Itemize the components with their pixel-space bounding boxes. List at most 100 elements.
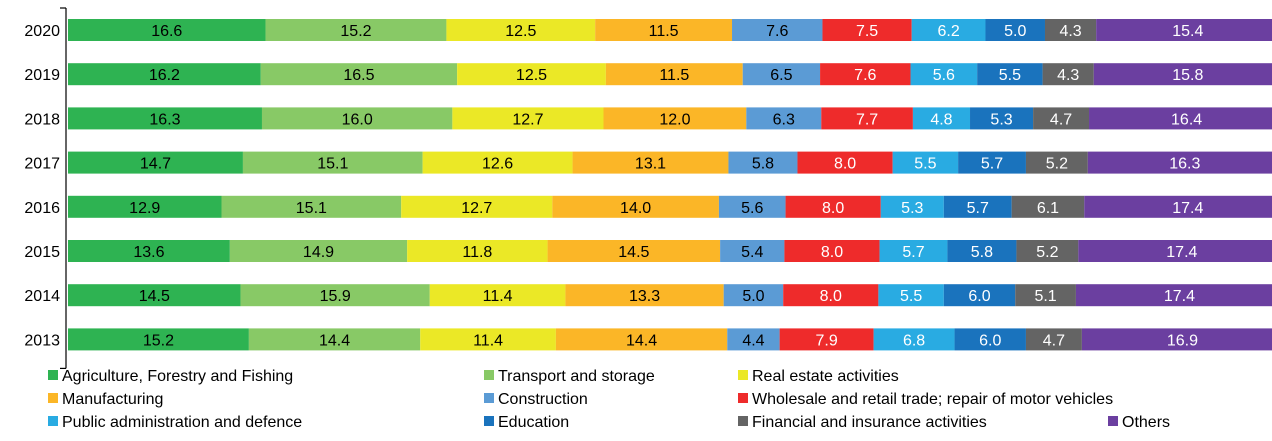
data-label: 5.5 [914, 156, 936, 173]
bar-segment [985, 19, 1045, 41]
data-label: 6.3 [773, 111, 795, 128]
bar-segment [68, 107, 262, 130]
bar-segment [420, 328, 556, 351]
legend-label: Manufacturing [62, 391, 163, 408]
bar-segment [422, 151, 573, 174]
category-label: 2018 [24, 111, 60, 128]
data-label: 6.0 [968, 288, 990, 305]
bar-segment [779, 328, 874, 351]
data-label: 11.8 [462, 244, 492, 261]
bar-segment [240, 284, 430, 307]
data-label: 15.2 [340, 23, 371, 40]
bar-segment [68, 240, 230, 262]
data-label: 11.5 [649, 23, 679, 40]
data-label: 13.1 [635, 156, 666, 173]
data-label: 12.5 [516, 67, 547, 84]
data-label: 11.4 [483, 288, 513, 305]
bar-segment [1016, 240, 1079, 262]
legend-item: Manufacturing [48, 391, 163, 408]
data-label: 16.9 [1167, 332, 1198, 349]
data-label: 5.0 [742, 288, 764, 305]
legend-label: Financial and insurance activities [752, 414, 987, 431]
bar-row: 12.9 15.1 12.7 14.0 5.6 8.0 5.3 5.7 6.1 17.4 [68, 195, 1272, 218]
bar-segment [595, 19, 733, 41]
data-label: 6.1 [1037, 200, 1059, 217]
data-label: 6.0 [979, 332, 1001, 349]
data-label: 5.1 [1034, 288, 1056, 305]
bar-segment [873, 328, 955, 351]
bar-segment [727, 328, 780, 351]
bar-segment [1093, 63, 1272, 86]
bar-segment [1015, 284, 1076, 307]
data-label: 12.7 [512, 111, 543, 128]
bar-segment [1042, 63, 1094, 86]
bar-segment [1044, 19, 1097, 41]
data-label: 5.4 [741, 244, 763, 261]
bar-segment [910, 63, 978, 86]
data-label: 8.0 [821, 244, 843, 261]
legend-label: Wholesale and retail trade; repair of mo… [752, 391, 1113, 408]
bar-segment [1078, 240, 1272, 262]
category-label: 2017 [24, 156, 60, 173]
data-label: 4.4 [742, 332, 764, 349]
legend-item: Others [1108, 414, 1170, 431]
data-label: 16.0 [342, 111, 373, 128]
bar-segment [429, 284, 566, 307]
data-label: 16.5 [343, 67, 374, 84]
data-label: 5.2 [1036, 244, 1058, 261]
bar-segment [229, 240, 408, 262]
data-label: 17.4 [1166, 244, 1197, 261]
data-label: 14.0 [620, 200, 651, 217]
category-label: 2014 [24, 288, 60, 305]
legend-item: Financial and insurance activities [738, 414, 987, 431]
legend-swatch [1108, 416, 1118, 426]
data-label: 12.0 [659, 111, 690, 128]
bar-segment [68, 19, 266, 41]
data-label: 14.4 [626, 332, 657, 349]
data-label: 14.5 [618, 244, 649, 261]
legend-swatch [48, 370, 58, 380]
bar-segment [68, 328, 249, 351]
bar-segment [821, 107, 913, 130]
bar-row: 16.2 16.5 12.5 11.5 6.5 7.6 5.6 5.5 4.3 15.8 [68, 63, 1272, 86]
data-label: 6.2 [937, 23, 959, 40]
bars: 16.6 15.2 12.5 11.5 7.6 7.5 6.2 5.0 4.3 15.416.2 1… [68, 19, 1272, 351]
bar-segment [797, 151, 893, 174]
bar-segment [1075, 284, 1272, 307]
legend-label: Transport and storage [498, 368, 655, 385]
legend-swatch [738, 370, 748, 380]
bar-segment [943, 284, 1016, 307]
bar-segment [820, 63, 911, 86]
data-label: 4.7 [1043, 332, 1065, 349]
legend-label: Real estate activities [752, 368, 899, 385]
legend-swatch [738, 393, 748, 403]
data-label: 7.6 [766, 23, 788, 40]
legend-item: Transport and storage [484, 368, 655, 385]
legend-swatch [484, 370, 494, 380]
bar-segment [784, 240, 880, 262]
data-label: 13.3 [629, 288, 660, 305]
data-label: 5.6 [741, 200, 763, 217]
bar-segment [1033, 107, 1090, 130]
data-label: 11.5 [659, 67, 689, 84]
bar-segment [878, 284, 944, 307]
legend: Agriculture, Forestry and Fishing Transpo… [48, 368, 1170, 431]
bar-segment [912, 107, 971, 130]
data-label: 12.5 [505, 23, 536, 40]
bar-row: 16.3 16.0 12.7 12.0 6.3 7.7 4.8 5.3 4.7 16.4 [68, 107, 1272, 130]
bar-segment [68, 284, 241, 307]
data-label: 5.8 [752, 156, 774, 173]
legend-item: Education [484, 414, 569, 431]
data-label: 15.9 [320, 288, 351, 305]
bar-segment [970, 107, 1034, 130]
bar-segment [605, 63, 743, 86]
data-label: 15.4 [1172, 23, 1203, 40]
bar-segment [565, 284, 724, 307]
bar-segment [221, 195, 402, 218]
data-label: 15.2 [143, 332, 174, 349]
data-label: 6.5 [770, 67, 792, 84]
category-label: 2015 [24, 244, 60, 261]
data-label: 5.0 [1004, 23, 1026, 40]
bar-segment [572, 151, 729, 174]
data-label: 8.0 [834, 156, 856, 173]
